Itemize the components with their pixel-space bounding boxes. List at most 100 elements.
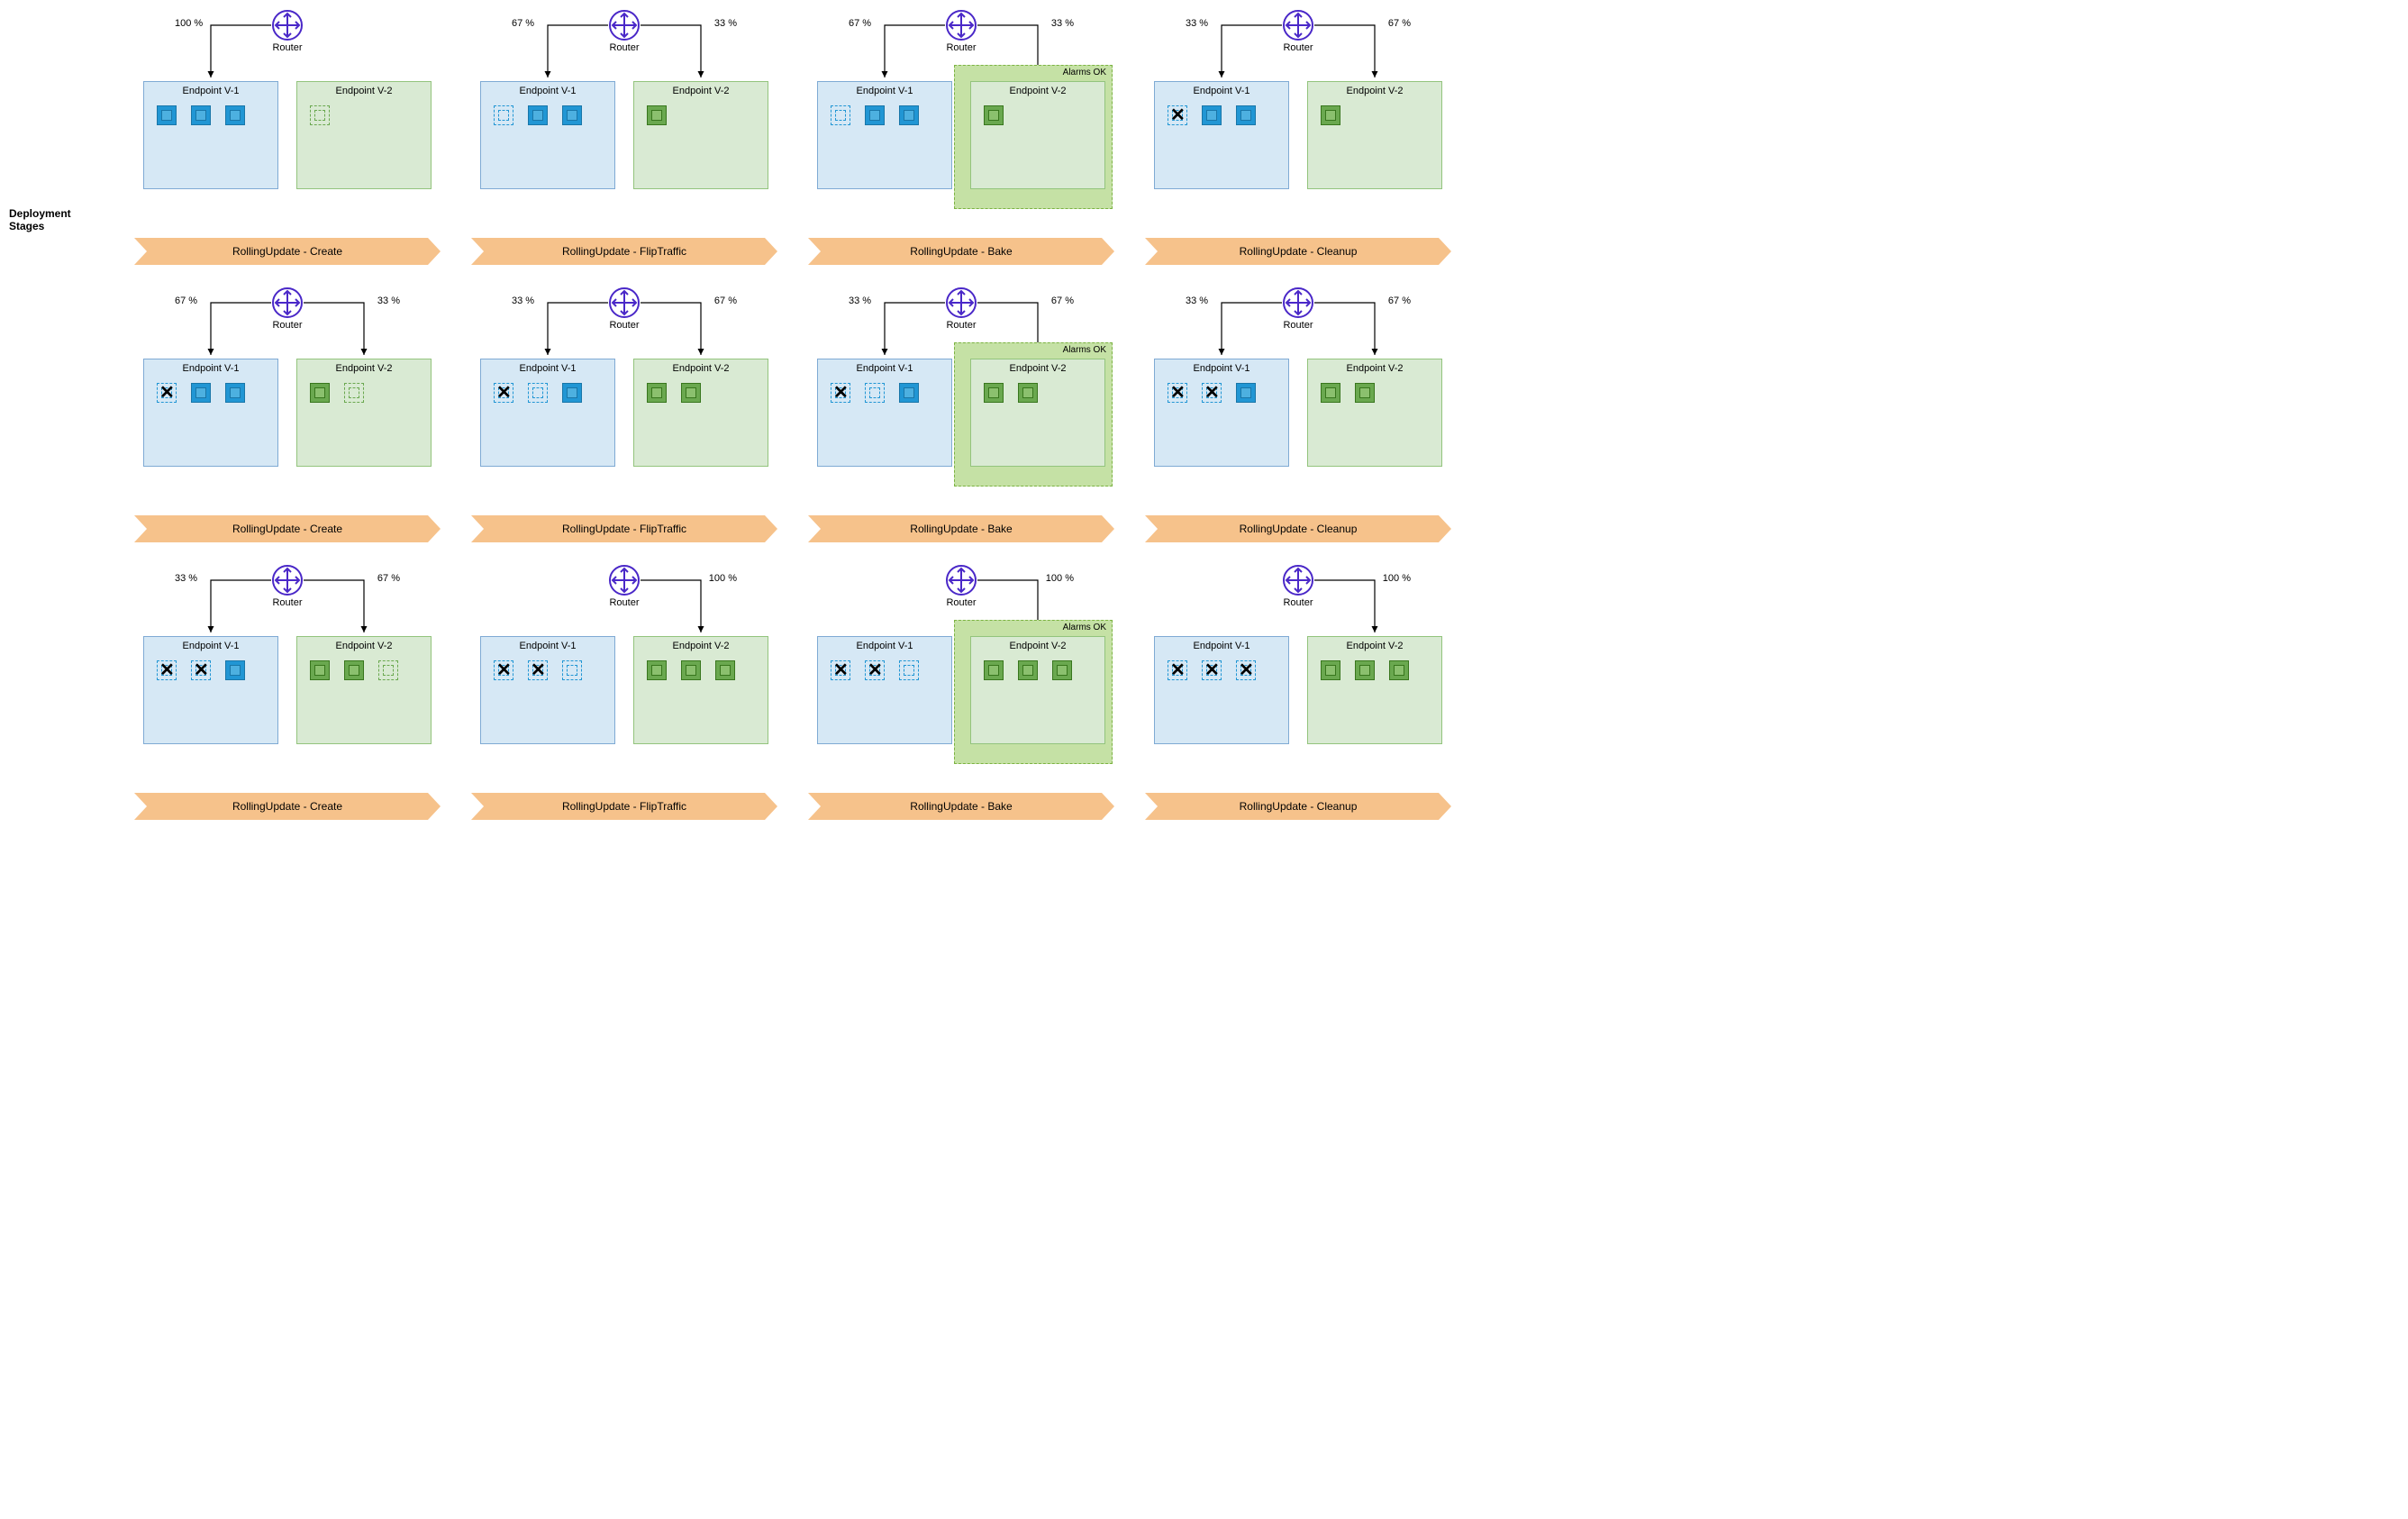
endpoint-v2-title: Endpoint V-2 (303, 641, 425, 651)
traffic-pct-left: 33 % (1186, 18, 1208, 29)
endpoint-v1-box: Endpoint V-1 (480, 81, 615, 189)
alarms-ok-label: Alarms OK (1063, 623, 1106, 632)
endpoint-v2-title: Endpoint V-2 (1313, 86, 1436, 96)
chip-green-solid (1014, 657, 1041, 684)
endpoint-v2-box: Endpoint V-2 (970, 81, 1105, 189)
stage-banner-bake: RollingUpdate - Bake (808, 515, 1114, 542)
diagram-cell: 67 % 33 % Router Endpoint V-1 Endpoint V… (467, 9, 782, 265)
router-label: Router (272, 320, 302, 331)
chip-blue-solid (187, 379, 214, 406)
router-icon (945, 9, 977, 41)
endpoint-v1-title: Endpoint V-1 (823, 363, 946, 374)
traffic-pct-left: 100 % (175, 18, 203, 29)
router-icon (608, 564, 641, 596)
stage-banner-create: RollingUpdate - Create (134, 793, 441, 820)
chip-blue-solid (222, 657, 249, 684)
endpoint-v1-box: Endpoint V-1 (143, 81, 278, 189)
traffic-pct-left: 67 % (849, 18, 871, 29)
endpoint-v1-box: Endpoint V-1 (480, 359, 615, 467)
stage-banner-flip: RollingUpdate - FlipTraffic (471, 238, 777, 265)
endpoint-v1-title: Endpoint V-1 (1160, 363, 1283, 374)
chip-blue-dashed (559, 657, 586, 684)
traffic-pct-right: 33 % (377, 296, 400, 306)
diagram-cell: 67 % 33 % Router Alarms OK Endpoint V-1 … (804, 9, 1119, 265)
traffic-pct-right: 100 % (709, 573, 737, 584)
endpoint-v2-box: Endpoint V-2 (633, 81, 768, 189)
chip-blue-dashed-deleted (827, 657, 854, 684)
traffic-pct-right: 67 % (377, 573, 400, 584)
router-label: Router (1283, 597, 1313, 608)
chip-green-solid (643, 657, 670, 684)
deployment-stages-label: Deployment Stages (9, 9, 108, 232)
endpoint-v2-box: Endpoint V-2 (296, 359, 432, 467)
chip-blue-solid (1232, 379, 1259, 406)
chip-green-solid (1317, 379, 1344, 406)
endpoint-v1-box: Endpoint V-1 (817, 359, 952, 467)
chip-green-dashed (341, 379, 368, 406)
chip-blue-solid (559, 379, 586, 406)
endpoint-v1-title: Endpoint V-1 (823, 641, 946, 651)
traffic-pct-right: 100 % (1046, 573, 1074, 584)
router-label: Router (946, 597, 976, 608)
chip-green-solid (980, 379, 1007, 406)
router-icon (1282, 9, 1314, 41)
chip-blue-solid (1198, 102, 1225, 129)
chip-green-solid (1351, 379, 1378, 406)
chip-blue-dashed (895, 657, 922, 684)
traffic-pct-left: 67 % (512, 18, 534, 29)
chip-blue-dashed (490, 102, 517, 129)
diagram-row: 33 % 67 % Router Endpoint V-1 Endpoint V… (9, 564, 2399, 820)
stage-banner-cleanup: RollingUpdate - Cleanup (1145, 793, 1451, 820)
endpoint-v2-box: Endpoint V-2 (1307, 359, 1442, 467)
endpoint-v1-box: Endpoint V-1 (817, 81, 952, 189)
traffic-pct-right: 67 % (1051, 296, 1074, 306)
endpoint-v1-title: Endpoint V-1 (1160, 641, 1283, 651)
diagram-cell: 33 % 67 % Router Endpoint V-1 Endpoint V… (1140, 9, 1456, 265)
diagram-cell: 100 % Router Endpoint V-1 Endpoint V-2 (467, 564, 782, 820)
endpoint-v1-box: Endpoint V-1 (817, 636, 952, 744)
endpoint-v1-box: Endpoint V-1 (1154, 81, 1289, 189)
endpoint-v1-title: Endpoint V-1 (486, 86, 609, 96)
stage-banner-cleanup: RollingUpdate - Cleanup (1145, 515, 1451, 542)
traffic-pct-left: 33 % (512, 296, 534, 306)
diagram-cell: 100 % Router Endpoint V-1 Endpoint V-2 (1140, 564, 1456, 820)
deployment-stages-label (9, 564, 108, 762)
router-icon (945, 287, 977, 319)
chip-blue-solid (222, 102, 249, 129)
endpoint-v2-title: Endpoint V-2 (977, 86, 1099, 96)
chip-blue-solid (153, 102, 180, 129)
endpoint-v2-title: Endpoint V-2 (977, 363, 1099, 374)
chip-green-solid (712, 657, 739, 684)
router-icon (608, 9, 641, 41)
endpoint-v2-title: Endpoint V-2 (303, 86, 425, 96)
chip-blue-dashed-deleted (1164, 102, 1191, 129)
chip-green-solid (980, 657, 1007, 684)
diagram-row: Deployment Stages 100 % Router Endpoint … (9, 9, 2399, 265)
endpoint-v1-box: Endpoint V-1 (1154, 359, 1289, 467)
traffic-pct-right: 33 % (1051, 18, 1074, 29)
endpoint-v2-title: Endpoint V-2 (1313, 641, 1436, 651)
deployment-stages-label (9, 287, 108, 485)
endpoint-v1-title: Endpoint V-1 (150, 363, 272, 374)
endpoint-v1-title: Endpoint V-1 (150, 86, 272, 96)
endpoint-v2-title: Endpoint V-2 (640, 86, 762, 96)
endpoint-v1-title: Endpoint V-1 (1160, 86, 1283, 96)
chip-green-solid (643, 379, 670, 406)
diagram-cell: 33 % 67 % Router Endpoint V-1 Endpoint V… (467, 287, 782, 542)
chip-green-solid (1317, 657, 1344, 684)
endpoint-v1-title: Endpoint V-1 (486, 641, 609, 651)
chip-green-solid (643, 102, 670, 129)
endpoint-v2-box: Endpoint V-2 (296, 636, 432, 744)
endpoint-v2-box: Endpoint V-2 (1307, 81, 1442, 189)
router-label: Router (609, 42, 639, 53)
stage-banner-bake: RollingUpdate - Bake (808, 238, 1114, 265)
endpoint-v1-box: Endpoint V-1 (143, 359, 278, 467)
endpoint-v1-box: Endpoint V-1 (1154, 636, 1289, 744)
endpoint-v2-box: Endpoint V-2 (1307, 636, 1442, 744)
chip-green-solid (677, 379, 704, 406)
chip-blue-dashed-deleted (827, 379, 854, 406)
router-label: Router (609, 597, 639, 608)
traffic-pct-right: 67 % (1388, 18, 1411, 29)
endpoint-v2-title: Endpoint V-2 (640, 641, 762, 651)
endpoint-v1-box: Endpoint V-1 (143, 636, 278, 744)
